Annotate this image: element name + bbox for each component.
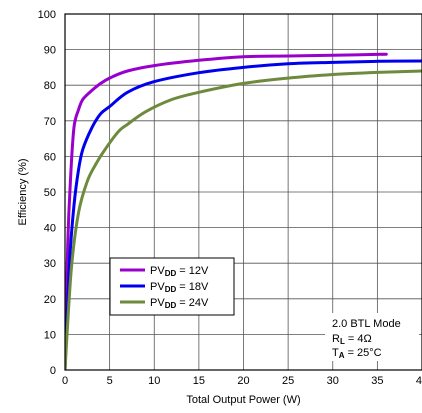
y-tick-label: 40 <box>44 223 56 235</box>
series-line-1 <box>65 52 388 370</box>
y-tick-label: 20 <box>44 294 56 306</box>
legend-label-3: PVDD = 24V <box>150 297 209 310</box>
y-tick-label: 70 <box>44 116 56 128</box>
condition-mode: 2.0 BTL Mode <box>332 318 401 330</box>
y-tick-label: 100 <box>38 9 56 21</box>
series-line-3 <box>65 69 422 370</box>
x-tick-label: 10 <box>148 375 160 387</box>
x-tick-label: 25 <box>282 375 294 387</box>
x-tick-label: 20 <box>237 375 249 387</box>
x-tick-labels: 0 5 10 15 20 25 30 35 40 <box>62 375 422 387</box>
condition-temp: TA = 25°C <box>332 347 382 360</box>
x-axis-label: Total Output Power (W) <box>186 394 300 406</box>
series-line-2 <box>65 59 422 370</box>
y-tick-label: 50 <box>44 187 56 199</box>
y-tick-label: 90 <box>44 45 56 57</box>
y-tick-label: 10 <box>44 329 56 341</box>
x-tick-label: 5 <box>107 375 113 387</box>
x-tick-label: 15 <box>193 375 205 387</box>
x-tick-label: 30 <box>327 375 339 387</box>
series-layer <box>65 52 422 370</box>
x-tick-label: 0 <box>62 375 68 387</box>
legend-label-1: PVDD = 12V <box>150 265 209 278</box>
conditions-background <box>325 313 419 361</box>
legend-label-2: PVDD = 18V <box>150 281 209 294</box>
y-tick-label: 80 <box>44 80 56 92</box>
condition-load: RL = 4Ω <box>332 333 372 346</box>
x-tick-label: 40 <box>416 375 422 387</box>
legend: PVDD = 12V PVDD = 18V PVDD = 24V <box>109 257 235 316</box>
y-tick-label: 60 <box>44 151 56 163</box>
y-axis-label: Efficiency (%) <box>17 158 29 225</box>
x-tick-label: 35 <box>371 375 383 387</box>
plot-frame <box>64 13 422 371</box>
y-tick-label: 30 <box>44 258 56 270</box>
y-tick-labels: 0 10 20 30 40 50 60 70 80 90 100 <box>38 9 56 377</box>
y-tick-label: 0 <box>50 365 56 377</box>
